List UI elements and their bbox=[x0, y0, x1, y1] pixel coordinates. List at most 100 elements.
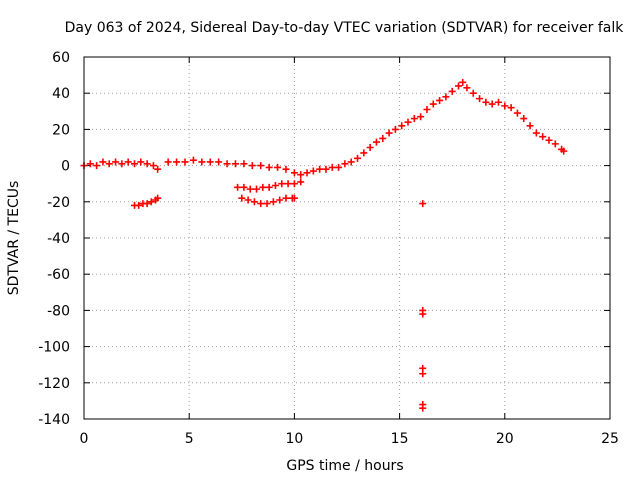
data-point bbox=[181, 158, 189, 166]
data-point bbox=[501, 102, 509, 110]
data-point bbox=[259, 183, 267, 191]
x-tick-label: 5 bbox=[185, 431, 194, 447]
data-point bbox=[274, 163, 282, 171]
data-point bbox=[303, 169, 311, 177]
data-point bbox=[404, 118, 412, 126]
plot-frame bbox=[83, 56, 611, 420]
data-point bbox=[476, 95, 484, 103]
tick-labels: 0 5 10 15 20 25 -140 -120 -100 -80 -60 -40 -20 0 20 40 6… bbox=[38, 50, 619, 447]
data-point bbox=[265, 183, 273, 191]
data-point bbox=[372, 138, 380, 146]
data-point bbox=[263, 200, 271, 208]
data-point bbox=[112, 158, 120, 166]
data-point bbox=[448, 87, 456, 95]
data-point bbox=[488, 100, 496, 108]
data-point bbox=[469, 89, 477, 97]
data-point bbox=[198, 158, 206, 166]
data-point bbox=[105, 160, 113, 168]
data-point bbox=[309, 167, 317, 175]
data-point bbox=[429, 100, 437, 108]
data-point bbox=[482, 98, 490, 106]
data-point bbox=[419, 310, 427, 318]
y-tick-label: 20 bbox=[52, 122, 70, 138]
data-point bbox=[284, 180, 292, 188]
data-point bbox=[282, 165, 290, 173]
y-tick-label: 60 bbox=[52, 50, 70, 66]
data-point bbox=[231, 160, 239, 168]
data-point bbox=[135, 201, 143, 209]
data-point bbox=[463, 84, 471, 92]
data-point bbox=[297, 178, 305, 186]
x-tick-label: 20 bbox=[496, 431, 514, 447]
data-point bbox=[238, 194, 246, 202]
data-point bbox=[455, 82, 463, 90]
data-point bbox=[154, 194, 162, 202]
data-point bbox=[385, 129, 393, 137]
data-point bbox=[341, 160, 349, 168]
data-point bbox=[154, 165, 162, 173]
data-point bbox=[297, 171, 305, 179]
x-axis-label: GPS time / hours bbox=[286, 458, 403, 474]
data-point bbox=[248, 162, 256, 170]
y-tick-label: -20 bbox=[47, 195, 70, 211]
data-point bbox=[513, 109, 521, 117]
x-tick-label: 25 bbox=[601, 431, 619, 447]
grid-lines bbox=[84, 57, 610, 419]
data-point bbox=[137, 158, 145, 166]
data-point bbox=[282, 194, 290, 202]
data-point bbox=[215, 158, 223, 166]
data-point bbox=[507, 104, 515, 112]
data-point bbox=[410, 115, 418, 123]
data-point bbox=[391, 125, 399, 133]
data-point bbox=[290, 194, 298, 202]
data-point bbox=[124, 158, 132, 166]
y-tick-label: -100 bbox=[38, 340, 70, 356]
data-point bbox=[398, 122, 406, 130]
data-point bbox=[93, 162, 101, 170]
data-point bbox=[419, 200, 427, 208]
data-point bbox=[290, 169, 298, 177]
data-point bbox=[417, 113, 425, 121]
data-point bbox=[532, 129, 540, 137]
data-point bbox=[379, 134, 387, 142]
data-point bbox=[347, 158, 355, 166]
data-point bbox=[143, 160, 151, 168]
data-point bbox=[173, 158, 181, 166]
data-point bbox=[99, 158, 107, 166]
data-point bbox=[246, 185, 254, 193]
data-point bbox=[278, 180, 286, 188]
data-point bbox=[244, 196, 252, 204]
data-point bbox=[149, 162, 157, 170]
data-point bbox=[419, 370, 427, 378]
data-point bbox=[234, 183, 242, 191]
x-tick-label: 15 bbox=[391, 431, 409, 447]
y-tick-label: -40 bbox=[47, 231, 70, 247]
y-tick-label: 0 bbox=[61, 159, 70, 175]
data-point bbox=[290, 180, 298, 188]
data-point bbox=[442, 93, 450, 101]
y-tick-label: 40 bbox=[52, 86, 70, 102]
data-point bbox=[147, 198, 155, 206]
data-point bbox=[269, 198, 277, 206]
data-point bbox=[526, 122, 534, 130]
data-point bbox=[316, 165, 324, 173]
data-point bbox=[257, 200, 265, 208]
data-point bbox=[189, 156, 197, 164]
data-point bbox=[164, 158, 172, 166]
data-point bbox=[257, 162, 265, 170]
data-point bbox=[366, 144, 374, 151]
data-point bbox=[419, 404, 427, 412]
data-point bbox=[240, 160, 248, 168]
data-point bbox=[560, 147, 568, 155]
data-point bbox=[250, 198, 258, 206]
data-point bbox=[551, 140, 559, 148]
data-point bbox=[360, 149, 368, 157]
x-tick-label: 10 bbox=[285, 431, 303, 447]
y-tick-label: -80 bbox=[47, 303, 70, 319]
y-tick-label: -140 bbox=[38, 412, 70, 428]
data-point bbox=[423, 105, 431, 113]
data-point bbox=[545, 136, 553, 144]
data-point bbox=[520, 115, 528, 123]
data-point bbox=[436, 96, 444, 104]
